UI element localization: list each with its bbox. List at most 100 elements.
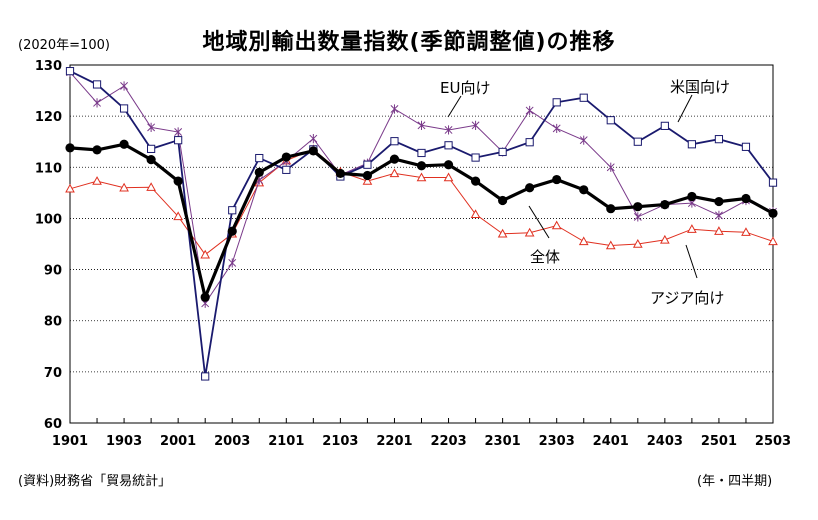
eu-label-pointer — [447, 95, 462, 118]
data-point — [633, 202, 643, 212]
data-point — [605, 240, 616, 250]
data-point — [362, 170, 373, 181]
data-point — [714, 226, 724, 235]
x-tick-label: 2503 — [755, 434, 791, 449]
data-point — [768, 236, 778, 246]
data-point — [633, 137, 642, 146]
y-tick-label: 120 — [35, 110, 62, 125]
data-point — [471, 153, 480, 162]
data-point — [687, 140, 696, 149]
data-point — [552, 123, 561, 134]
data-point — [147, 144, 156, 153]
data-point — [281, 152, 291, 162]
data-point — [92, 80, 102, 89]
series-1 — [65, 67, 778, 381]
x-tick-label: 2401 — [593, 434, 629, 449]
y-tick-label: 80 — [44, 315, 62, 330]
data-point — [714, 196, 724, 207]
data-point — [579, 93, 588, 102]
data-point — [174, 136, 183, 145]
series-0 — [65, 139, 778, 303]
data-point — [606, 162, 615, 172]
series-label-eu: EU向け — [440, 79, 490, 97]
data-point — [146, 182, 156, 191]
data-point — [687, 224, 697, 233]
chart-title: 地域別輸出数量指数(季節調整値)の推移 — [202, 30, 616, 55]
data-point — [119, 182, 129, 192]
x-tick-label: 2103 — [322, 434, 358, 449]
data-point — [335, 168, 345, 179]
data-point — [741, 193, 751, 204]
series-label-us: 米国向け — [670, 78, 730, 96]
data-point — [741, 142, 751, 151]
x-tick-label: 2501 — [701, 434, 737, 449]
source-note: (資料)財務省「貿易統計」 — [18, 474, 172, 489]
y-axis-unit: (2020年=100) — [18, 38, 110, 53]
data-point — [173, 211, 184, 221]
data-point — [741, 227, 751, 236]
data-point — [390, 104, 399, 114]
data-point — [119, 139, 129, 149]
data-point — [120, 81, 129, 91]
data-point — [389, 154, 400, 164]
data-point — [551, 220, 562, 230]
data-point — [525, 138, 534, 147]
data-point — [146, 155, 156, 165]
data-point — [227, 226, 237, 236]
data-point — [768, 208, 778, 218]
y-tick-label: 60 — [44, 417, 62, 432]
data-point — [606, 116, 615, 125]
data-point — [417, 148, 426, 158]
data-point — [363, 160, 372, 169]
y-tick-label: 90 — [44, 264, 62, 279]
data-point — [201, 372, 210, 381]
data-point — [579, 135, 588, 145]
data-point — [93, 98, 101, 108]
data-point — [578, 236, 589, 246]
data-point — [768, 178, 778, 187]
x-tick-label: 2303 — [539, 434, 575, 449]
data-point — [660, 200, 670, 210]
data-point — [147, 122, 156, 132]
series-labels: EU向け 米国向け 全体 アジア向け — [440, 78, 730, 307]
data-point — [443, 160, 454, 170]
series-line — [69, 70, 774, 377]
data-point — [417, 120, 426, 130]
data-point — [498, 195, 508, 206]
x-tick-label: 2203 — [430, 434, 466, 449]
data-point — [92, 145, 102, 155]
data-point — [444, 125, 453, 135]
data-point — [416, 161, 427, 171]
data-point — [471, 120, 480, 130]
data-point — [714, 210, 723, 220]
data-point — [659, 234, 670, 244]
series-line — [69, 71, 774, 305]
data-point — [173, 176, 183, 186]
data-point — [228, 258, 237, 268]
data-point — [552, 174, 562, 185]
x-tick-label: 2201 — [376, 434, 412, 449]
asia-label-pointer — [685, 244, 698, 279]
data-point — [228, 206, 237, 215]
data-point — [687, 191, 697, 202]
data-point — [579, 185, 589, 195]
x-axis: 1901 1903 2001 2003 2101 2103 2201 2203 2301 2303… — [52, 418, 791, 449]
series-label-asia: アジア向け — [650, 289, 724, 307]
data-point — [65, 183, 75, 193]
series-2 — [66, 67, 777, 308]
total-label-pointer — [528, 205, 550, 239]
y-tick-label: 70 — [44, 366, 62, 381]
x-tick-label: 2003 — [214, 434, 250, 449]
data-point — [119, 104, 129, 113]
plot-frame — [69, 64, 774, 424]
data-point — [200, 249, 211, 259]
x-tick-label: 2301 — [485, 434, 521, 449]
y-axis: 60 70 80 90 100 110 120 130 — [35, 59, 62, 432]
data-point — [714, 135, 724, 144]
data-point — [633, 212, 642, 222]
y-tick-label: 110 — [35, 161, 62, 176]
data-point — [174, 127, 183, 137]
data-point — [254, 167, 264, 177]
data-point — [308, 146, 318, 156]
